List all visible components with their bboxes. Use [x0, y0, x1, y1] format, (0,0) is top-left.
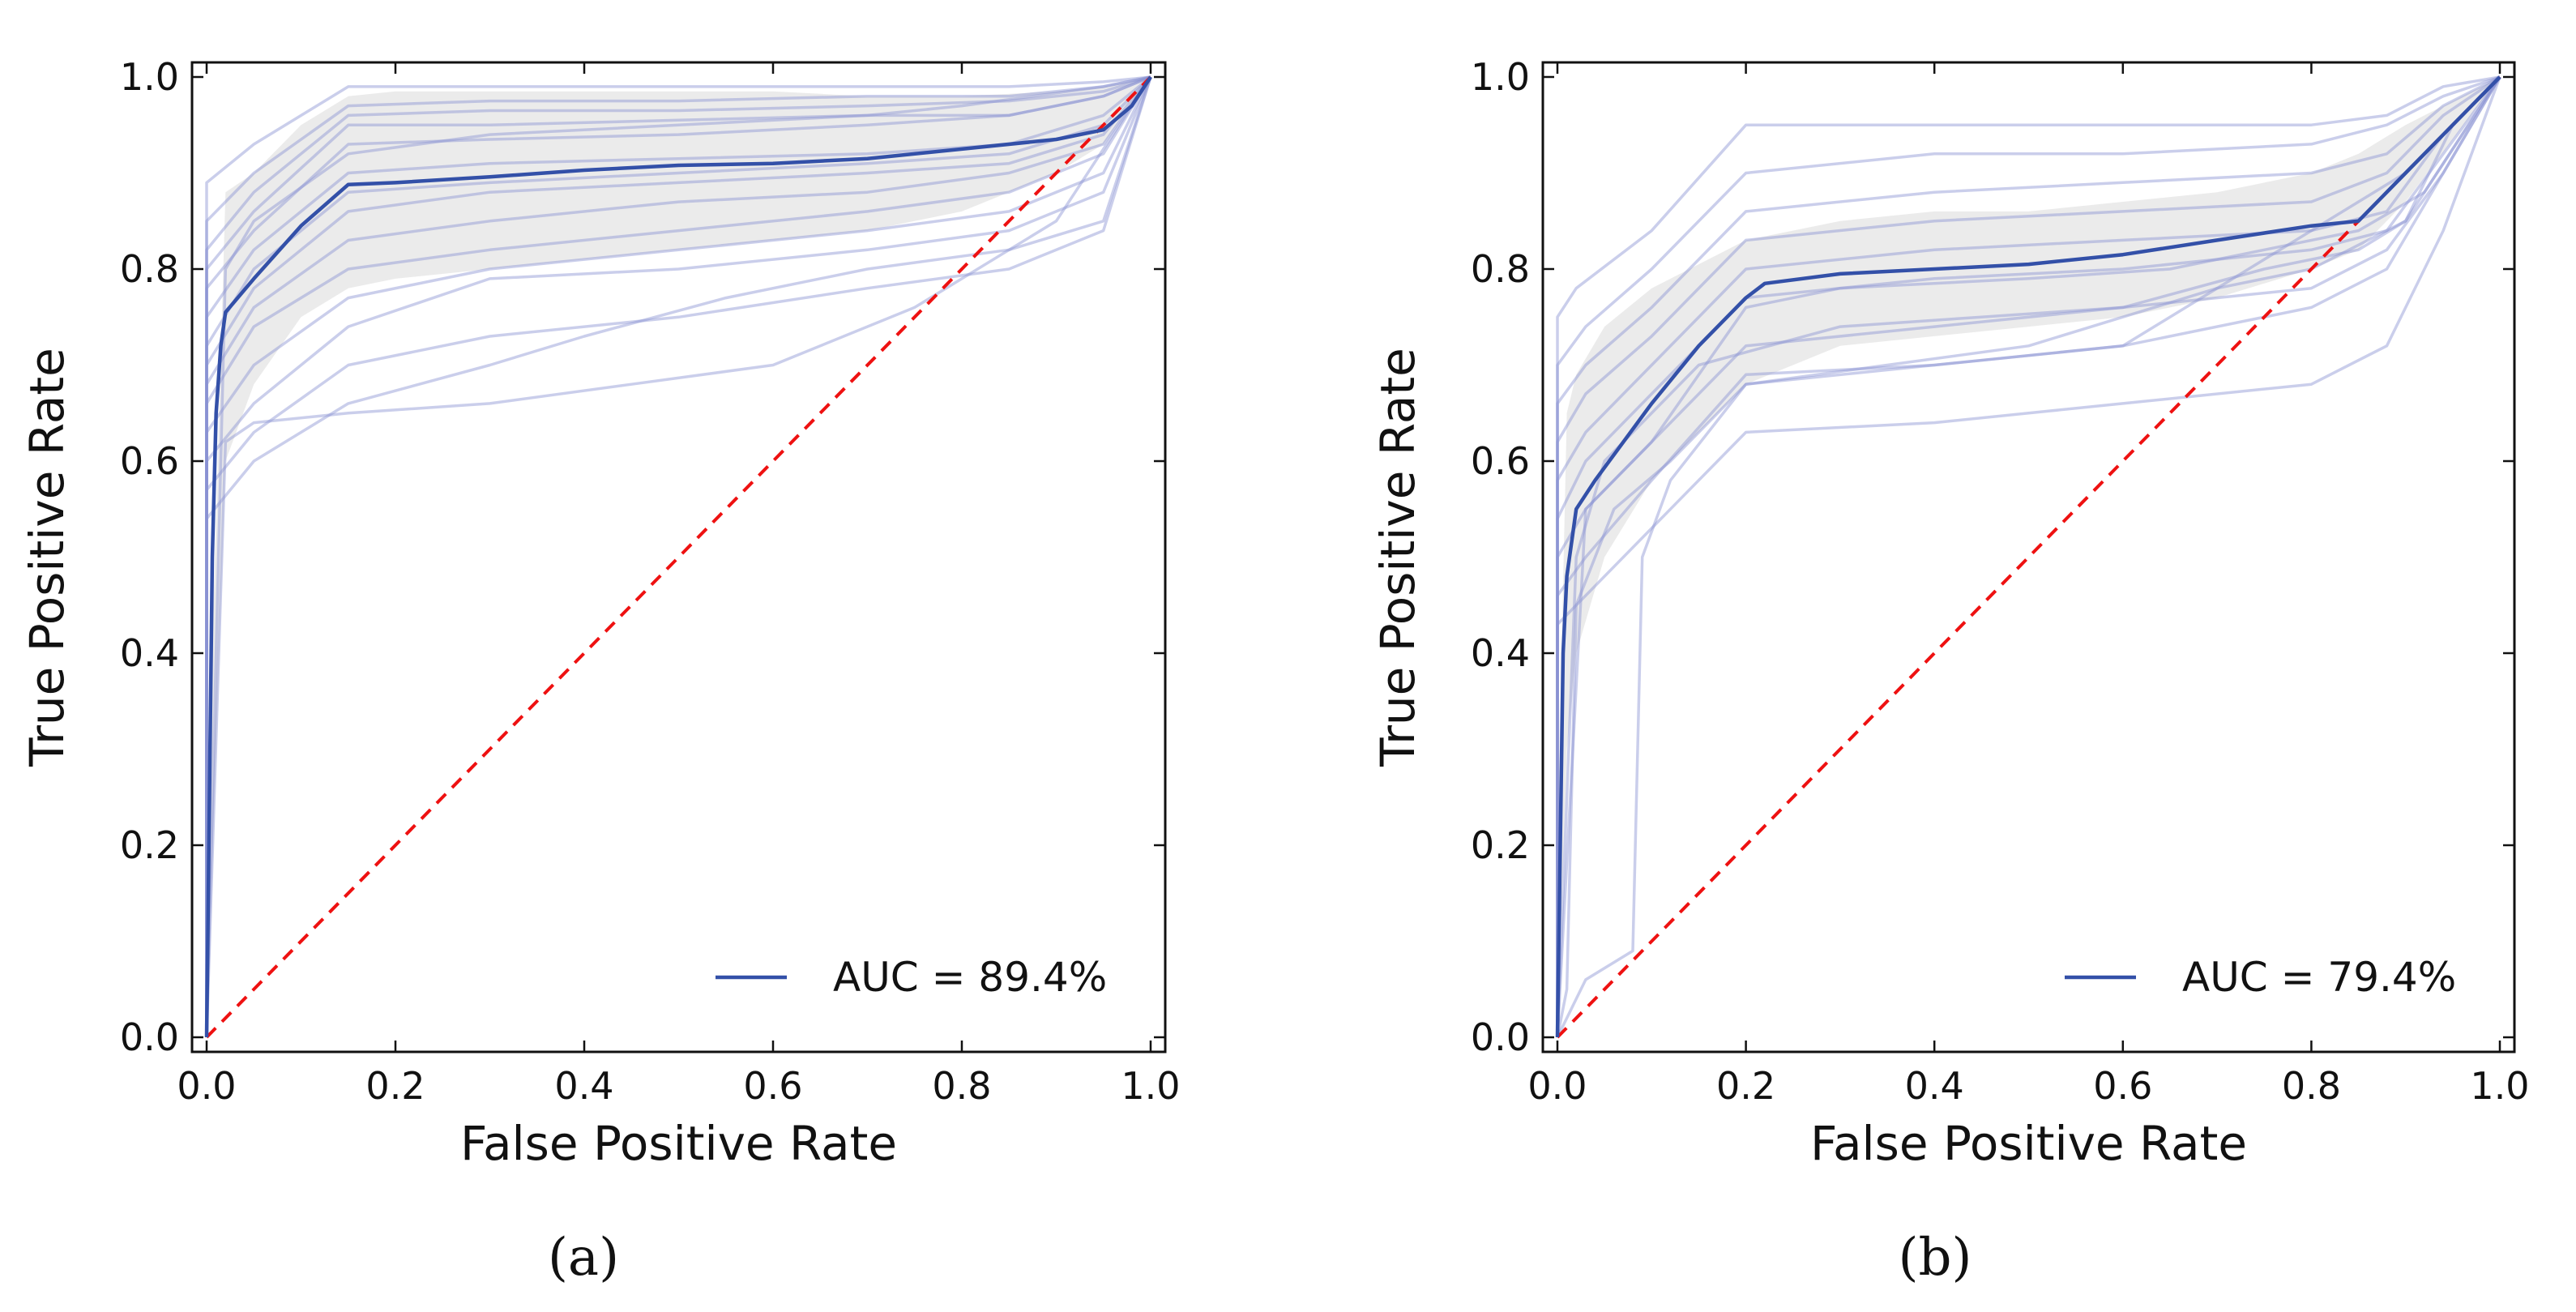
plot-content	[1555, 75, 2501, 1039]
axes-frame	[190, 61, 1167, 1053]
roc-panel-a: 0.0 0.2 0.4 0.6 0.8 1.0 0.0 0.2 0.4 0.6 0.8 1.0 Fals…	[19, 55, 1181, 1171]
fold-roc-curve	[1556, 75, 2501, 1038]
y-tick-label: 0.4	[120, 631, 179, 675]
fold-roc-curve	[1556, 75, 2501, 1037]
x-tick-label: 0.2	[1716, 1064, 1775, 1108]
fold-roc-curve	[205, 76, 1152, 1038]
x-tick-label: 0.0	[177, 1064, 236, 1108]
x-tick-label: 0.8	[2282, 1064, 2341, 1108]
std-band	[1557, 77, 2500, 1037]
fold-roc-curve	[205, 75, 1151, 1037]
axes-frame	[1541, 61, 2516, 1053]
fold-roc-curve	[1556, 75, 2501, 1037]
x-tick-label: 0.2	[365, 1064, 425, 1108]
x-tick-label: 0.4	[554, 1064, 613, 1108]
fold-roc-curve	[1556, 75, 2501, 1037]
x-tick-label: 0.6	[2093, 1064, 2152, 1108]
x-tick-label: 0.8	[932, 1064, 991, 1108]
mean-roc-curve	[1555, 75, 2501, 1038]
fold-roc-curve	[1556, 76, 2501, 1037]
fold-roc-curve	[205, 75, 1152, 1037]
fold-roc-curve	[1556, 75, 2501, 1037]
y-tick-label: 0.6	[120, 439, 179, 483]
legend-label: AUC = 89.4%	[833, 954, 1107, 1001]
x-tick-label: 1.0	[2470, 1064, 2529, 1108]
y-tick-label: 0.8	[1471, 247, 1530, 291]
panel-caption-a: (a)	[547, 1228, 620, 1288]
chance-diagonal	[1556, 75, 2501, 1039]
fold-roc-curve	[205, 76, 1152, 1037]
x-axis-label: False Positive Rate	[1810, 1116, 2247, 1171]
x-tick-label: 0.4	[1905, 1064, 1964, 1108]
fold-roc-curve	[205, 76, 1152, 1037]
y-axis-label: True Positive Rate	[1370, 348, 1425, 767]
panel-caption-b: (b)	[1898, 1228, 1972, 1288]
legend-label: AUC = 79.4%	[2182, 954, 2456, 1001]
y-tick-label: 1.0	[120, 55, 179, 99]
fold-roc-curve	[1556, 76, 2501, 1037]
x-tick-label: 1.0	[1121, 1064, 1180, 1108]
y-tick-label: 1.0	[1471, 55, 1530, 99]
y-tick-label: 0.2	[1471, 823, 1530, 867]
fold-roc-curve	[205, 75, 1151, 1038]
fold-roc-curve	[205, 75, 1151, 1037]
mean-roc-curve	[204, 75, 1152, 1038]
fold-roc-curve	[1556, 76, 2501, 1037]
fold-roc-curve	[205, 75, 1151, 1037]
x-axis-label: False Positive Rate	[460, 1116, 897, 1171]
fold-roc-curve	[205, 76, 1152, 1037]
fold-roc-curve	[1556, 76, 2501, 1038]
fold-roc-curve	[205, 75, 1152, 1037]
roc-panel-b: 0.0 0.2 0.4 0.6 0.8 1.0 0.0 0.2 0.4 0.6 0.8 1.0 Fals…	[1370, 55, 2530, 1171]
fold-roc-curve	[205, 75, 1151, 1037]
y-tick-label: 0.2	[120, 823, 179, 867]
chance-diagonal	[205, 75, 1152, 1039]
fold-roc-curve	[205, 75, 1151, 1037]
fold-roc-curve	[1556, 75, 2501, 1038]
fold-roc-curve	[1556, 75, 2501, 1037]
fold-roc-curve	[205, 76, 1152, 1037]
x-tick-label: 0.0	[1527, 1064, 1587, 1108]
y-tick-label: 0.4	[1471, 631, 1530, 675]
y-tick-label: 0.0	[1471, 1015, 1530, 1059]
y-axis-label: True Positive Rate	[19, 348, 75, 767]
y-tick-label: 0.6	[1471, 439, 1530, 483]
plot-content	[204, 75, 1152, 1039]
fold-roc-curve	[205, 75, 1152, 1037]
y-tick-label: 0.0	[120, 1015, 179, 1059]
x-tick-label: 0.6	[743, 1064, 802, 1108]
y-tick-label: 0.8	[120, 247, 179, 291]
fold-roc-curve	[1556, 75, 2501, 1037]
